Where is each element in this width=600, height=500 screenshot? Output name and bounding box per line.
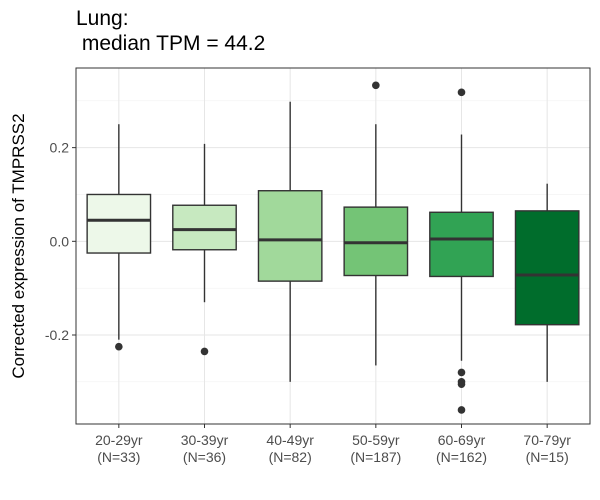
axis-layer: 0.2 0.0 -0.2 20-29yr(N=33) 30-39yr(N=36) 40-4… (45, 140, 571, 465)
x-tick-label: 30-39yr (181, 432, 229, 448)
x-tick-label: 20-29yr (95, 432, 143, 448)
x-tick-label: 70-79yr (523, 432, 571, 448)
chart-title-line1: Lung: (76, 7, 129, 30)
outlier-point (457, 368, 466, 377)
iqr-box (514, 210, 580, 326)
box-40-49yr (257, 101, 323, 382)
iqr-box (86, 193, 152, 254)
y-tick-label: 0.0 (50, 233, 70, 249)
x-tick-n-label: (N=187) (350, 449, 401, 465)
outlier-point (115, 342, 123, 351)
x-tick-n-label: (N=15) (526, 449, 569, 465)
box-60-69yr (429, 88, 494, 414)
x-tick-label: 40-49yr (266, 432, 314, 448)
iqr-box (172, 204, 237, 251)
chart-title-line2: median TPM = 44.2 (76, 32, 266, 55)
outlier-point (457, 380, 466, 388)
y-tick-label: -0.2 (45, 327, 69, 343)
x-tick-n-label: (N=82) (269, 449, 312, 465)
y-axis-label: Corrected expression of TMPRSS2 (9, 113, 28, 378)
iqr-box (257, 190, 323, 282)
outlier-point (457, 88, 466, 97)
grid-layer (76, 68, 590, 424)
x-tick-label: 60-69yr (438, 432, 486, 448)
panel-border (75, 67, 591, 425)
chart-title: Lung: median TPM = 44.2 (76, 6, 265, 56)
x-tick-n-label: (N=162) (436, 449, 487, 465)
box-layer (86, 81, 580, 414)
outlier-point (200, 347, 209, 356)
x-tick-n-label: (N=33) (97, 449, 140, 465)
box-30-39yr (172, 143, 237, 356)
iqr-box (429, 211, 494, 278)
box-20-29yr (86, 124, 152, 351)
outlier-point (457, 406, 466, 414)
outlier-point (372, 81, 380, 90)
x-tick-n-label: (N=36) (183, 449, 226, 465)
y-tick-label: 0.2 (50, 140, 70, 156)
box-50-59yr (343, 81, 409, 366)
box-70-79yr (514, 183, 580, 382)
x-tick-label: 50-59yr (352, 432, 400, 448)
